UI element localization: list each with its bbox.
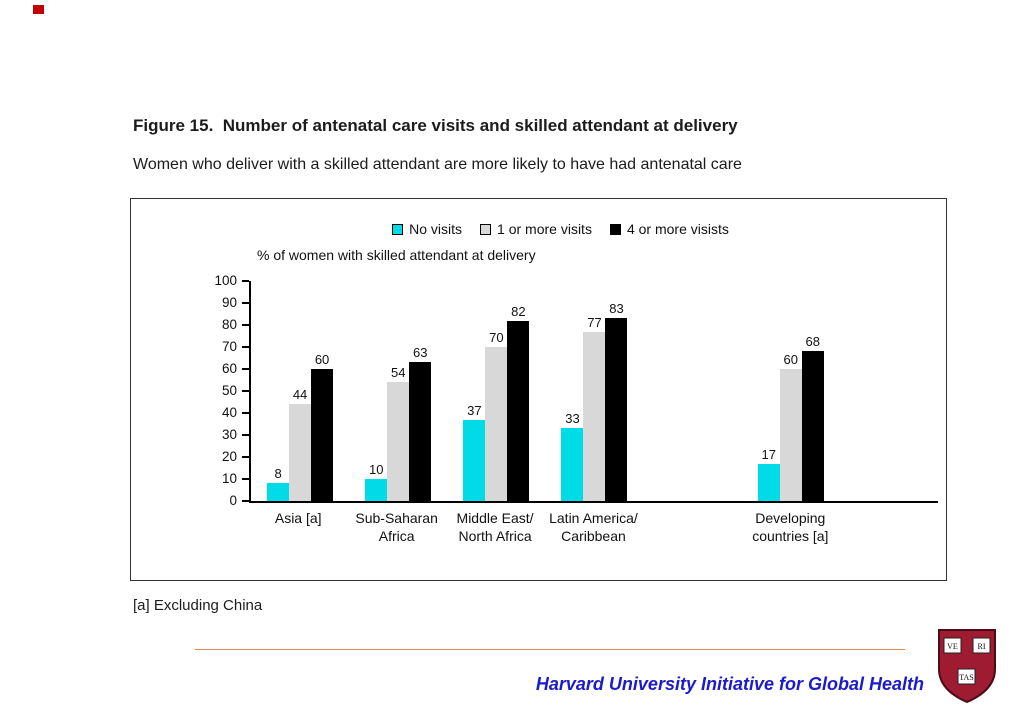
category-label: Latin America/ Caribbean	[549, 510, 638, 545]
bar-value-label: 44	[292, 387, 308, 403]
bar: 82	[507, 304, 530, 501]
category-label: Middle East/ North Africa	[456, 510, 534, 545]
y-tick-label: 40	[221, 404, 237, 420]
footer-rule	[195, 649, 905, 650]
footer-text: Harvard University Initiative for Global…	[535, 674, 924, 694]
plot-wrap: 0 10 20 30 40 50 60 70 80 90 100 8 44 60 10 54 63 37 70 82…	[195, 273, 938, 507]
y-tick-label: 90	[221, 294, 237, 310]
bar: 60	[779, 352, 802, 501]
y-tick-label: 70	[221, 338, 237, 354]
bar: 17	[757, 447, 780, 501]
y-tick-label: 50	[221, 382, 237, 398]
bar: 54	[387, 365, 410, 501]
bar-value-label: 83	[609, 301, 624, 317]
bar: 33	[561, 411, 584, 501]
y-tick-mark	[242, 390, 249, 392]
category-label: Asia [a]	[274, 510, 322, 526]
y-tick-mark	[242, 280, 249, 282]
legend-item: 4 or more visists	[609, 221, 729, 237]
footnote: [a] Excluding China	[133, 597, 263, 614]
bar: 44	[289, 387, 312, 501]
shield-book-text: RI	[978, 642, 986, 651]
y-axis: 0 10 20 30 40 50 60 70 80 90 100	[195, 273, 249, 507]
bar-group: 33 77 83	[545, 281, 643, 501]
legend-label: No visits	[409, 221, 463, 237]
bar-value-label: 8	[274, 466, 282, 482]
harvard-veritas-shield-icon: VE RI TAS	[936, 627, 998, 705]
plot-spacer	[840, 281, 938, 501]
bar-value-label: 10	[368, 462, 384, 477]
chart-frame: No visits 1 or more visits 4 or more visis…	[130, 198, 947, 581]
shield-book-text: TAS	[959, 673, 973, 682]
bar-group: 10 54 63	[349, 281, 447, 501]
bar: 60	[311, 352, 334, 501]
corner-mark	[33, 5, 44, 14]
y-tick-label: 30	[221, 426, 237, 442]
bar: 83	[605, 301, 628, 501]
y-tick-label: 60	[221, 360, 237, 376]
bar-value-label: 54	[390, 365, 406, 381]
category-spacer	[840, 509, 938, 545]
y-axis-title: % of women with skilled attendant at del…	[257, 247, 536, 263]
shield-book	[972, 637, 991, 654]
y-tick-mark	[242, 434, 249, 436]
legend-swatch	[609, 223, 621, 235]
bar-value-label: 82	[511, 303, 526, 319]
y-tick-mark	[242, 478, 249, 480]
shield-book	[957, 668, 976, 685]
y-tick-label: 0	[229, 492, 237, 508]
bar-value-label: 37	[467, 402, 482, 418]
y-tick-label: 80	[221, 316, 237, 332]
bar: 37	[463, 403, 486, 501]
chart-legend: No visits 1 or more visits 4 or more visis…	[153, 221, 968, 237]
category-axis: Asia [a] Sub-Saharan Africa Middle East/ N…	[249, 509, 938, 545]
y-tick-label: 20	[221, 448, 237, 464]
bar-group: 37 70 82	[447, 281, 545, 501]
y-tick-mark	[242, 324, 249, 326]
bar: 70	[485, 330, 508, 501]
bar-value-label: 33	[565, 411, 580, 427]
legend-label: 4 or more visists	[626, 221, 729, 237]
plot-spacer	[644, 281, 742, 501]
plot-area: 8 44 60 10 54 63 37 70 82 33 77 83 17 60 68	[249, 281, 938, 503]
category-label: Sub-Saharan Africa	[355, 510, 438, 545]
y-tick-mark	[242, 346, 249, 348]
bar-value-label: 70	[489, 330, 504, 345]
bar: 68	[801, 334, 824, 501]
shield-book	[943, 637, 962, 654]
bar: 63	[409, 345, 432, 501]
bar: 77	[583, 315, 606, 501]
legend-item: No visits	[392, 221, 462, 237]
y-tick-mark	[242, 500, 249, 502]
bar-group: 17 60 68	[742, 281, 840, 501]
bar-value-label: 60	[314, 352, 330, 367]
legend-swatch	[480, 223, 492, 235]
bar-value-label: 68	[805, 334, 820, 350]
bar-value-label: 63	[412, 345, 428, 361]
y-tick-label: 100	[214, 272, 237, 288]
bar: 8	[267, 466, 290, 501]
legend-label: 1 or more visits	[497, 221, 592, 237]
bar-group: 8 44 60	[251, 281, 349, 501]
category-spacer	[643, 509, 741, 545]
figure-title: Figure 15. Number of antenatal care visi…	[133, 116, 738, 135]
y-tick-label: 10	[221, 470, 237, 486]
legend-item: 1 or more visits	[480, 221, 592, 237]
y-tick-mark	[242, 302, 249, 304]
figure-subtitle: Women who deliver with a skilled attenda…	[133, 156, 742, 173]
y-tick-mark	[242, 412, 249, 414]
category-label: Developing countries [a]	[752, 510, 829, 545]
bar: 10	[365, 462, 388, 501]
bar-value-label: 60	[783, 352, 798, 367]
y-tick-mark	[242, 456, 249, 458]
bar-value-label: 17	[761, 446, 776, 462]
shield-book-text: VE	[947, 642, 958, 651]
legend-swatch	[392, 223, 404, 235]
bar-value-label: 77	[587, 314, 602, 330]
y-tick-mark	[242, 368, 249, 370]
